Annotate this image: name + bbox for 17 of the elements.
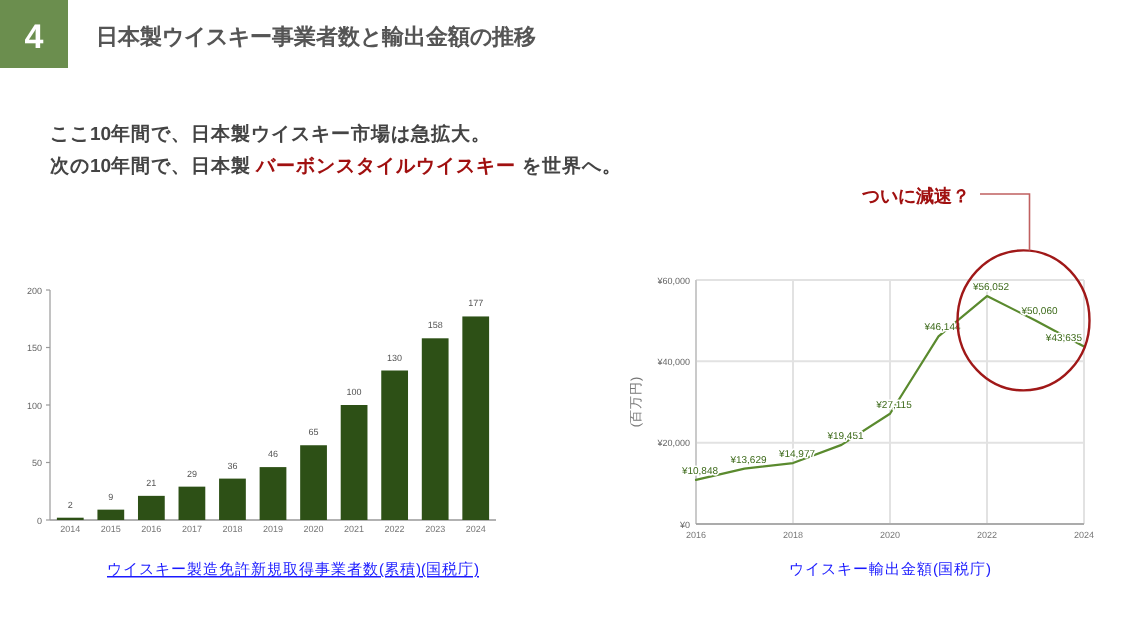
bar	[178, 486, 206, 520]
chart-title: 日本製ウイスキー事業者数と輸出金額の推移	[96, 24, 536, 50]
bar	[259, 467, 287, 520]
text: を世界へ。	[516, 154, 622, 178]
text: ここ10年間で、日本製ウイスキー市場は急拡大。	[50, 122, 492, 146]
bar	[381, 370, 409, 520]
bar	[300, 445, 327, 520]
bar	[97, 509, 125, 520]
bar	[340, 405, 368, 520]
text: 次の10年間で、日本製	[50, 154, 252, 178]
text: バーボンスタイルウイスキー	[251, 154, 517, 178]
text: ついに減速？	[860, 186, 970, 206]
bar	[219, 478, 246, 520]
bar	[421, 338, 449, 520]
text: 4	[24, 18, 45, 56]
bar	[137, 495, 165, 520]
bar	[462, 316, 490, 520]
